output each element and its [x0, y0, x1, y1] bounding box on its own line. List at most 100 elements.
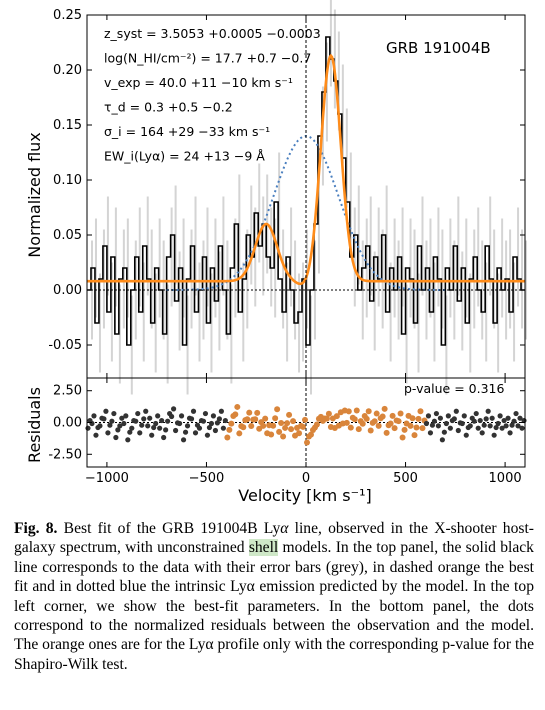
error-bar: [242, 262, 245, 362]
residual-dot: [163, 427, 169, 433]
residual-dot: [254, 409, 261, 416]
parameter-line: EW_i(Lyα) = 24 +13 −9 Å: [104, 149, 265, 164]
residual-dot: [435, 423, 441, 429]
error-bar: [433, 262, 436, 362]
error-bar: [385, 185, 388, 285]
residual-dot: [391, 425, 398, 432]
residual-dot: [371, 418, 378, 425]
residual-dot: [497, 413, 503, 419]
residual-dot: [143, 408, 149, 414]
residual-dot: [176, 420, 183, 427]
top-y-ticks: -0.05 0.00 0.05 0.10 0.15 0.20 0.25: [48, 8, 525, 353]
parameter-line: v_exp = 40.0 +11 −10 km s⁻¹: [104, 75, 293, 90]
error-bar: [373, 251, 376, 351]
caption-alpha: α: [280, 520, 289, 537]
error-bar: [302, 262, 305, 362]
y-tick-label: 0.05: [53, 228, 82, 243]
residual-dot: [270, 422, 277, 429]
residual-dot: [347, 424, 354, 431]
residual-dots: [85, 403, 527, 446]
residual-dot: [383, 429, 390, 436]
residual-dot: [487, 423, 493, 429]
residual-dot: [413, 424, 420, 431]
error-bar: [306, 229, 309, 329]
error-bar: [417, 273, 420, 373]
residual-dot: [431, 418, 438, 424]
residual-dot: [274, 406, 281, 413]
residual-dot: [260, 422, 267, 429]
error-bar: [409, 218, 412, 318]
figure-caption: Fig. 8. Best fit of the GRB 191004B Lyα …: [14, 519, 534, 674]
error-bar: [158, 218, 161, 318]
residual-dot: [511, 418, 517, 424]
top-y-label: Normalized flux: [25, 132, 44, 258]
error-bar: [198, 262, 201, 362]
residual-dot: [395, 418, 402, 425]
parameter-line: log(N_HI/cm⁻²) = 17.7 +0.7 −0.7: [104, 51, 311, 66]
residual-dot: [85, 425, 91, 431]
error-bar: [210, 273, 213, 373]
residual-dot: [461, 413, 467, 419]
residual-dot: [137, 430, 143, 436]
residual-dot: [188, 416, 195, 422]
error-bar: [122, 229, 125, 329]
residual-dot: [111, 410, 117, 417]
y-tick-label: 0.25: [53, 8, 82, 23]
y-tick-label: 0.00: [53, 416, 82, 431]
residual-dot: [115, 427, 121, 433]
error-bar: [194, 196, 197, 296]
error-bar: [317, 174, 320, 274]
y-tick-label: 0.20: [53, 63, 82, 78]
error-bar: [310, 295, 312, 395]
residual-dot: [389, 412, 396, 419]
error-bar: [278, 152, 281, 252]
bottom-y-ticks: -2.50 0.00 2.50: [48, 384, 525, 462]
caption-highlight: shell: [248, 539, 279, 557]
residual-dot: [429, 422, 436, 428]
residual-dot: [224, 434, 231, 441]
error-bar: [369, 196, 372, 296]
error-bar: [453, 240, 456, 340]
error-bar: [457, 196, 460, 296]
error-bar: [501, 218, 504, 318]
figure: -0.05 0.00 0.05 0.10 0.15 0.20 0.25 GRB 191004…: [25, 0, 528, 505]
error-bar: [142, 262, 145, 362]
error-bar: [146, 196, 149, 296]
residual-dot: [216, 416, 222, 422]
residual-dot: [210, 413, 217, 419]
residual-dot: [169, 413, 175, 420]
residual-dot: [139, 422, 145, 428]
residual-dot: [451, 416, 457, 422]
residual-dot: [303, 439, 310, 446]
residual-dot: [445, 413, 451, 419]
x-axis-label: Velocity [km s⁻¹]: [238, 486, 371, 505]
residual-dot: [278, 420, 285, 427]
error-bar: [449, 218, 452, 318]
error-bar: [509, 229, 512, 329]
error-bar: [473, 229, 476, 329]
error-bar: [110, 262, 113, 362]
error-bar: [154, 273, 157, 373]
y-tick-label: 0.00: [53, 283, 82, 298]
residual-dot: [113, 434, 119, 441]
residual-dot: [240, 424, 247, 431]
error-bar: [517, 207, 520, 307]
residual-dot: [505, 415, 511, 421]
error-bar: [381, 229, 384, 329]
residual-dot: [467, 423, 473, 429]
residual-dot: [276, 428, 283, 435]
residual-dot: [397, 410, 404, 417]
residual-dot: [107, 422, 113, 428]
error-bar: [166, 284, 169, 384]
error-bar: [298, 273, 301, 373]
error-bar: [405, 284, 408, 384]
caption-text-3: models. In the top panel, the solid blac…: [14, 539, 534, 673]
residual-dot: [483, 416, 489, 422]
residual-dot: [373, 410, 380, 417]
residual-dot: [495, 420, 501, 427]
residual-dot: [493, 424, 499, 431]
residual-dot: [262, 415, 269, 422]
error-bar: [234, 218, 237, 318]
error-bar: [441, 229, 444, 329]
error-bar: [186, 295, 189, 395]
